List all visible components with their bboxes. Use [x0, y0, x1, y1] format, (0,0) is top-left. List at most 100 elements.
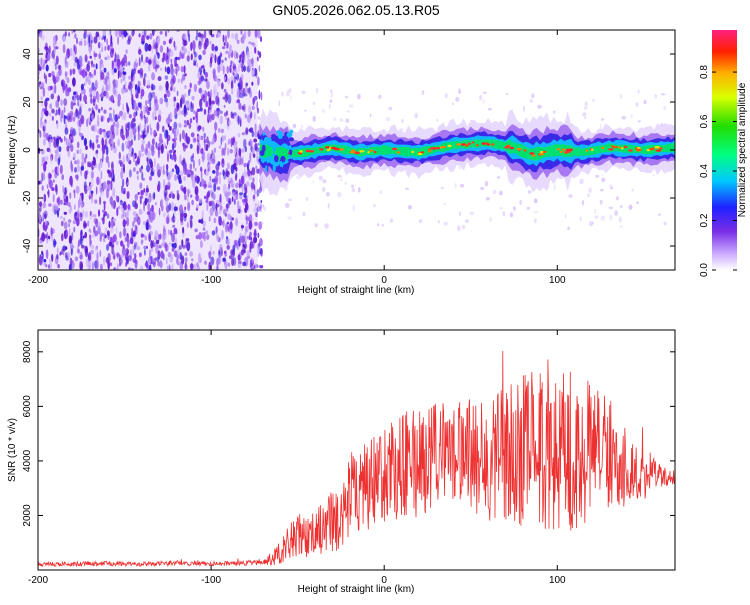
noise-speck — [239, 194, 243, 200]
noise-speck — [144, 235, 148, 241]
noise-speck — [156, 256, 159, 263]
ridge-hotspot — [648, 147, 655, 151]
noise-speck — [143, 201, 146, 212]
faint-speck — [296, 175, 301, 180]
noise-speck — [136, 85, 140, 94]
noise-speck — [181, 53, 185, 59]
noise-speck — [39, 204, 42, 212]
noise-speck — [175, 56, 178, 61]
noise-speck — [76, 159, 80, 165]
faint-speck — [340, 178, 343, 182]
noise-speck — [43, 162, 47, 172]
noise-speck — [132, 123, 134, 130]
noise-speck — [233, 141, 237, 151]
noise-speck — [76, 37, 78, 45]
noise-speck — [129, 237, 134, 245]
ridge-band-cyan — [259, 135, 675, 167]
noise-speck — [91, 261, 94, 270]
faint-speck — [388, 106, 393, 111]
noise-speck — [251, 81, 254, 86]
noise-speck — [72, 77, 76, 87]
noise-speck — [173, 96, 176, 102]
noise-speck — [158, 109, 162, 116]
faint-speck — [301, 91, 306, 94]
noise-speck — [69, 192, 72, 200]
noise-speck — [134, 252, 137, 260]
noise-speck — [199, 240, 203, 249]
noise-speck — [251, 105, 255, 111]
noise-speck — [205, 198, 209, 204]
faint-speck — [339, 118, 344, 122]
noise-speck — [152, 240, 155, 248]
noise-speck — [184, 261, 187, 270]
faint-speck — [505, 93, 509, 96]
noise-speck — [243, 162, 248, 168]
noise-speck — [165, 257, 168, 265]
noise-speck — [93, 124, 97, 133]
noise-speck — [48, 179, 53, 189]
noise-speck — [38, 82, 41, 87]
noise-speck — [211, 150, 214, 155]
ridge-hotspot — [561, 148, 566, 151]
ridge-blob — [274, 155, 279, 163]
colorbar-tick-label: 0.8 — [699, 65, 710, 79]
noise-speck — [116, 54, 120, 61]
noise-speck — [115, 128, 119, 136]
faint-speck — [600, 215, 605, 221]
y-tick-label: -40 — [22, 238, 33, 253]
noise-speck — [83, 94, 87, 103]
noise-speck — [41, 173, 44, 178]
noise-speck — [85, 145, 88, 150]
noise-speck — [171, 201, 174, 212]
noise-speck — [44, 111, 47, 116]
noise-speck — [107, 130, 111, 136]
faint-speck — [484, 180, 489, 187]
noise-speck — [127, 267, 132, 270]
noise-speck — [43, 259, 47, 263]
noise-speck — [95, 104, 98, 111]
noise-speck — [159, 138, 164, 144]
noise-speck — [180, 66, 185, 73]
faint-speck — [628, 204, 633, 210]
noise-speck — [149, 249, 152, 257]
noise-speck — [243, 30, 247, 40]
ridge-hotspot — [354, 151, 360, 155]
noise-speck — [248, 41, 251, 45]
ridge-hotspot — [556, 148, 561, 151]
noise-speck — [38, 30, 41, 34]
ridge-hotspot — [621, 147, 624, 150]
noise-speck — [50, 138, 53, 143]
ridge-band-green — [259, 139, 675, 163]
noise-speck — [148, 143, 153, 151]
noise-speck — [133, 243, 136, 251]
x-tick-label: 0 — [381, 275, 387, 286]
noise-speck — [64, 56, 67, 65]
noise-speck — [72, 157, 75, 161]
noise-speck — [95, 149, 99, 154]
y-tick-label: 0 — [22, 147, 33, 153]
noise-speck — [87, 252, 92, 261]
noise-speck — [116, 114, 121, 119]
noise-speck — [92, 147, 94, 151]
noise-speck — [225, 91, 229, 101]
noise-speck — [149, 33, 153, 40]
faint-speck — [358, 187, 361, 193]
noise-speck — [193, 42, 196, 50]
noise-speck — [55, 55, 59, 65]
noise-speck — [260, 200, 263, 203]
noise-speck — [223, 88, 227, 93]
noise-speck — [49, 112, 52, 117]
noise-speck — [170, 86, 173, 92]
noise-speck — [153, 158, 157, 168]
noise-speck — [179, 133, 182, 143]
noise-speck — [119, 128, 122, 134]
spectrogram-x-ticks: -200 -100 0 100 — [28, 30, 566, 286]
noise-speck — [166, 90, 171, 98]
noise-speck — [189, 82, 192, 89]
noise-speck — [127, 128, 130, 137]
faint-speck — [564, 213, 567, 219]
noise-speck — [181, 239, 184, 247]
faint-speck — [487, 108, 492, 111]
noise-speck — [206, 152, 211, 162]
ridge-hotspot — [623, 145, 628, 149]
